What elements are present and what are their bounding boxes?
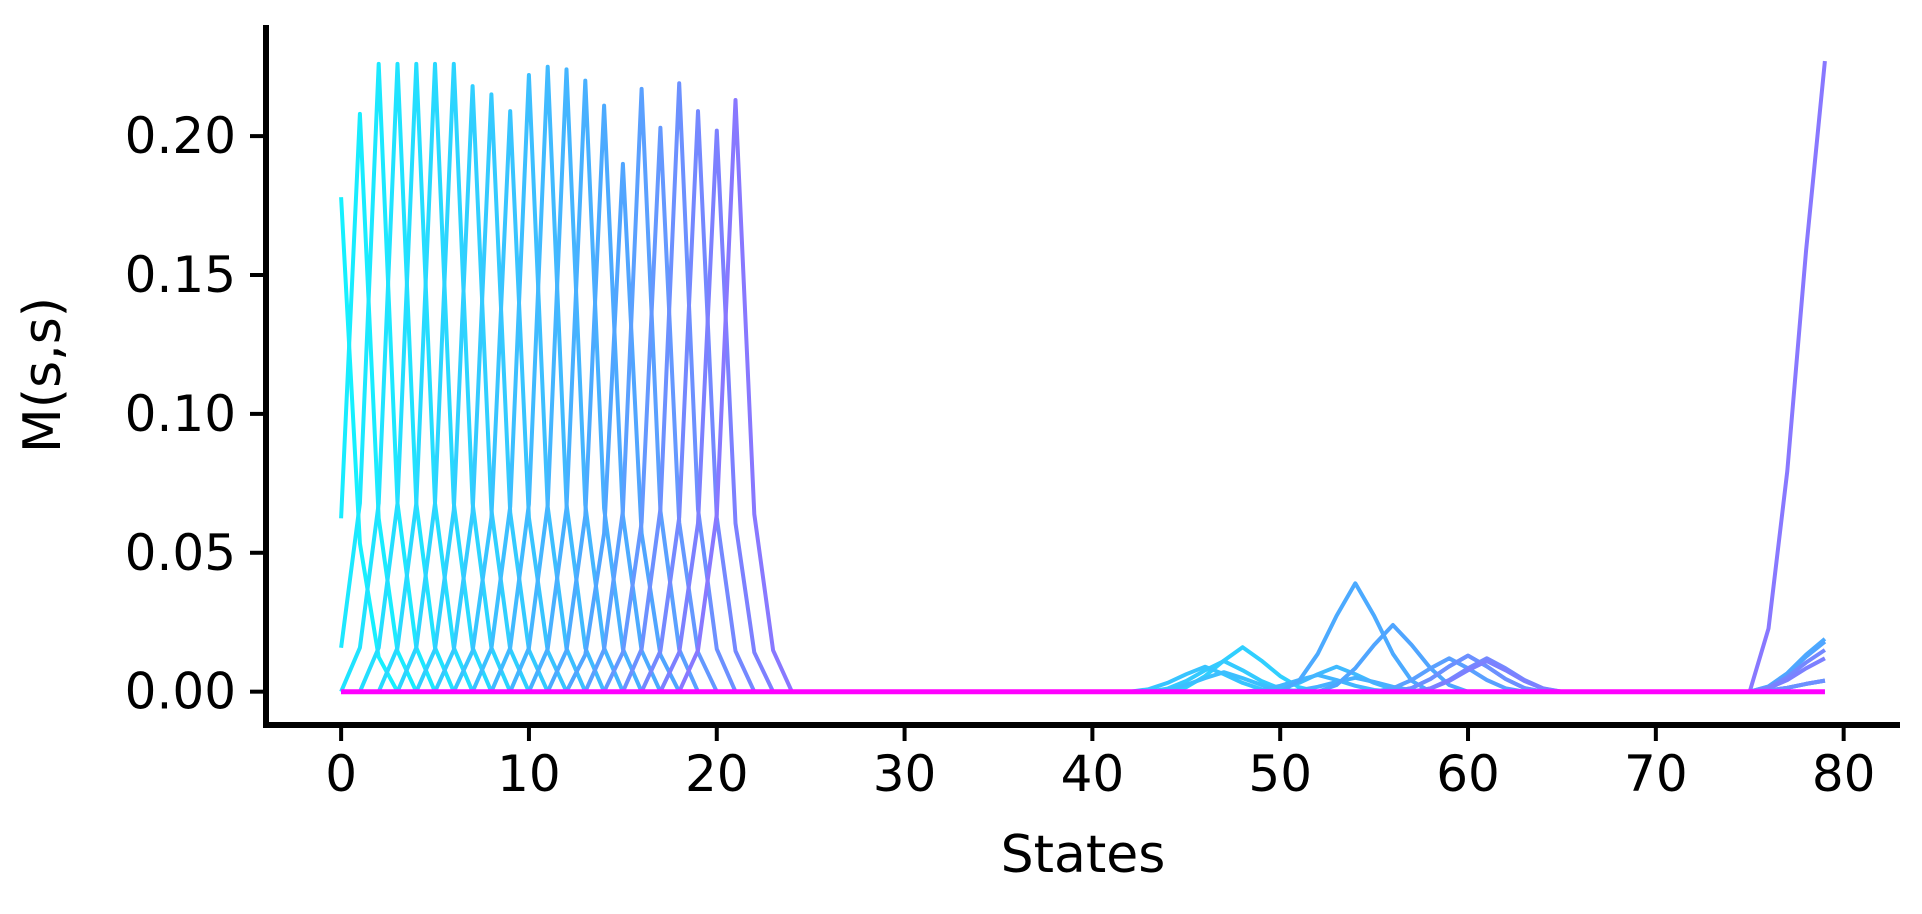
x-tick-label: 80 <box>1812 745 1876 803</box>
series-lines <box>339 60 1827 695</box>
x-tick-label: 0 <box>325 745 357 803</box>
x-tick-label: 60 <box>1436 745 1500 803</box>
x-tick-label: 20 <box>685 745 749 803</box>
x-tick-label: 30 <box>873 745 937 803</box>
y-tick-label: 0.00 <box>125 663 236 721</box>
x-tick-label: 10 <box>497 745 561 803</box>
x-tick-label: 70 <box>1624 745 1688 803</box>
axes <box>263 25 1900 728</box>
series-line <box>341 67 1825 694</box>
x-axis-label: States <box>1001 825 1166 885</box>
x-tick-label: 50 <box>1248 745 1312 803</box>
x-tick-label: 40 <box>1061 745 1125 803</box>
y-tick-label: 0.10 <box>125 385 236 443</box>
ticks: 0 10 20 30 40 50 60 70 80 0.00 0.05 0.10 0.15 0.20 <box>125 107 1876 803</box>
y-tick-label: 0.15 <box>125 246 236 304</box>
y-tick-label: 0.05 <box>125 524 236 582</box>
y-axis-label: M(s,s) <box>13 297 73 453</box>
y-tick-label: 0.20 <box>125 107 236 165</box>
